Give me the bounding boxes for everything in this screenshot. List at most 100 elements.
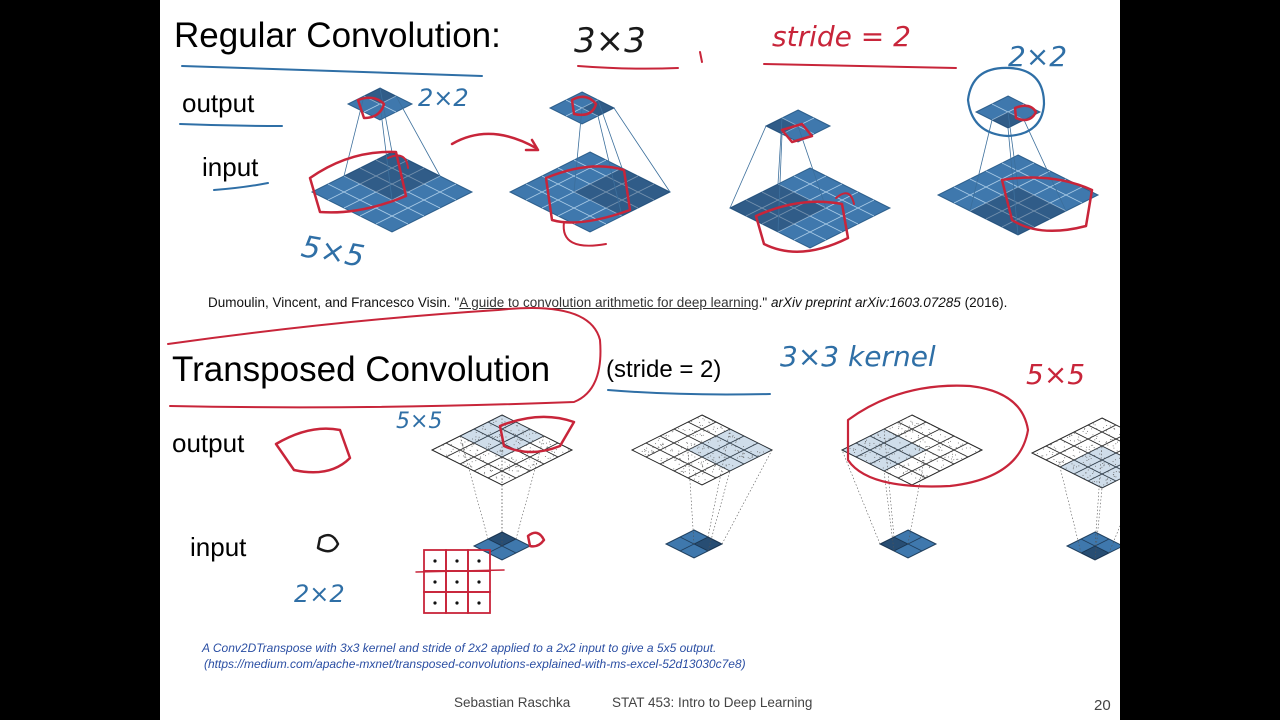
caption-link[interactable]: (https://medium.com/apache-mxnet/transpo… xyxy=(204,657,746,671)
kernel-weight-dot xyxy=(477,601,481,605)
stipple-dot xyxy=(698,475,700,477)
stipple-dot xyxy=(449,445,451,447)
stipple-dot xyxy=(526,470,528,472)
stipple-dot xyxy=(918,469,920,471)
stipple-dot xyxy=(919,444,921,446)
stipple-dot xyxy=(709,439,711,441)
stipple-dot xyxy=(488,447,490,449)
stipple-dot xyxy=(539,441,541,443)
stipple-dot xyxy=(703,447,705,449)
stipple-dot xyxy=(742,452,744,454)
kernel-sketch-line xyxy=(415,569,505,573)
stipple-dot xyxy=(703,419,705,421)
output-cell-outline-1 xyxy=(356,96,386,120)
stipple-dot xyxy=(698,426,700,428)
stipple-dot xyxy=(508,477,510,479)
stipple-dot xyxy=(915,477,917,479)
stipple-dot xyxy=(469,456,471,458)
transposed-conv-panel-2 xyxy=(630,414,774,559)
stipple-dot xyxy=(906,457,908,459)
stipple-dot xyxy=(716,427,718,429)
stipple-dot xyxy=(684,430,686,432)
stipple-dot xyxy=(875,447,877,449)
stipple-dot xyxy=(721,427,723,429)
stipple-dot xyxy=(904,430,906,432)
stipple-dot xyxy=(471,444,473,446)
stipple-dot xyxy=(722,471,724,473)
stipple-dot xyxy=(472,456,474,458)
stipple-dot xyxy=(1106,420,1108,422)
stipple-dot xyxy=(853,448,855,450)
stipple-dot xyxy=(666,458,668,460)
stipple-dot xyxy=(1112,445,1114,447)
stipple-dot xyxy=(925,475,927,477)
kernel-outline-3 xyxy=(754,200,850,253)
stipple-dot xyxy=(519,438,521,440)
kernel-cell xyxy=(467,591,491,614)
projection-line xyxy=(1023,119,1067,212)
grid-line xyxy=(985,178,1067,220)
stipple-dot xyxy=(717,440,719,442)
stipple-dot xyxy=(482,425,484,427)
stipple-dot xyxy=(520,448,522,450)
stipple-dot xyxy=(718,456,720,458)
stipple-dot xyxy=(885,440,887,442)
stipple-dot xyxy=(519,443,521,445)
stipple-dot xyxy=(889,431,891,433)
stipple-dot xyxy=(751,455,753,457)
transposed-conv-panel-1 xyxy=(430,414,574,561)
input-grid xyxy=(728,167,892,249)
stipple-dot xyxy=(724,459,726,461)
stipple-dot xyxy=(683,472,685,474)
stipple-dot xyxy=(955,454,957,456)
stipple-dot xyxy=(475,436,477,438)
stipple-dot xyxy=(489,464,491,466)
grid-line xyxy=(445,421,517,458)
stipple-dot xyxy=(495,420,497,422)
stipple-dot xyxy=(1064,457,1066,459)
stipple-dot xyxy=(862,448,864,450)
arrow-2 xyxy=(562,221,607,247)
stipple-dot xyxy=(944,436,946,438)
stipple-dot xyxy=(684,464,686,466)
stipple-dot xyxy=(713,426,715,428)
stipple-dot xyxy=(515,465,517,467)
stipple-dot xyxy=(922,459,924,461)
stipple-dot xyxy=(930,459,932,461)
stipple-dot xyxy=(648,451,650,453)
citation-title-link[interactable]: A guide to convolution arithmetic for de… xyxy=(459,295,759,310)
stipple-dot xyxy=(548,441,550,443)
stipple-dot xyxy=(949,465,951,467)
stipple-dot xyxy=(1073,432,1075,434)
stipple-dot xyxy=(864,443,866,445)
stipple-dot xyxy=(906,416,908,418)
stipple-dot xyxy=(1093,423,1095,425)
stipple-dot xyxy=(1092,472,1094,474)
stipple-dot xyxy=(708,447,710,449)
stipple-dot xyxy=(496,477,498,479)
stipple-dot xyxy=(458,451,460,453)
stipple-dot xyxy=(901,421,903,423)
stipple-dot xyxy=(713,468,715,470)
stipple-dot xyxy=(712,428,714,430)
stipple-dot xyxy=(918,448,920,450)
stipple-dot xyxy=(759,452,761,454)
stipple-dot xyxy=(470,431,472,433)
stipple-dot xyxy=(1085,449,1087,451)
stipple-dot xyxy=(1100,486,1102,488)
stipple-dot xyxy=(901,450,903,452)
stipple-dot xyxy=(1096,448,1098,450)
stipple-dot xyxy=(695,475,697,477)
stipple-dot xyxy=(514,436,516,438)
stipple-dot xyxy=(958,451,960,453)
stipple-dot xyxy=(917,435,919,437)
stipple-dot xyxy=(450,451,452,453)
projection-line xyxy=(721,449,773,545)
grid-line xyxy=(1087,424,1120,442)
note-kernel-3x3: 3×3 xyxy=(574,21,646,61)
stipple-dot xyxy=(686,462,688,464)
stipple-dot xyxy=(468,440,470,442)
stipple-dot xyxy=(725,465,727,467)
projection-line xyxy=(515,435,545,540)
stipple-dot xyxy=(674,459,676,461)
